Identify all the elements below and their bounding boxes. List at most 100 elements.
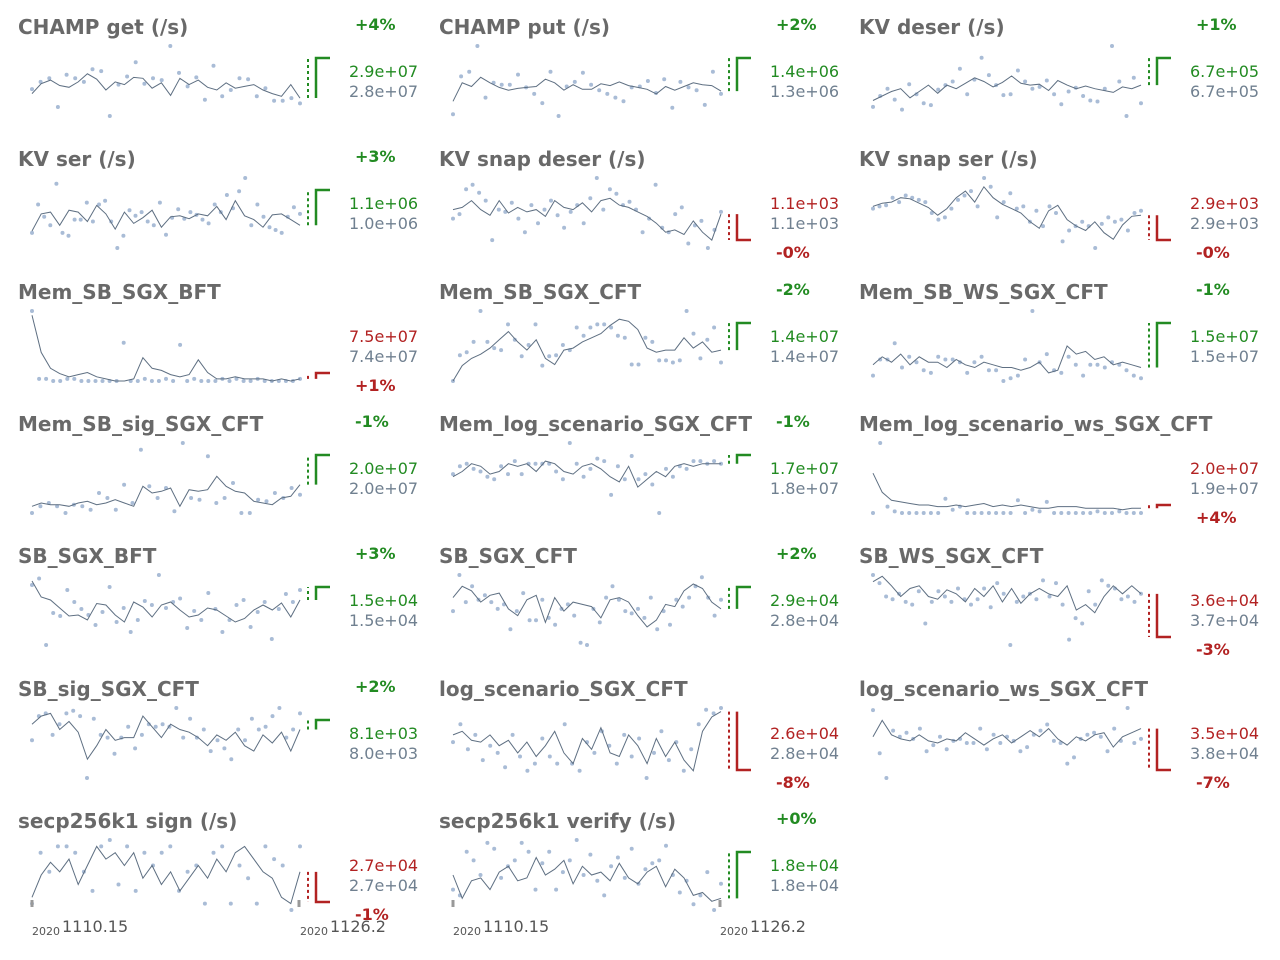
panel-title: KV deser (/s) (859, 15, 1005, 39)
change-percent: -1% (355, 412, 389, 431)
data-point (562, 722, 567, 727)
data-point (885, 86, 890, 91)
data-point (73, 850, 78, 855)
data-point (457, 464, 462, 469)
data-point (687, 595, 692, 600)
data-point (84, 200, 89, 205)
data-point (657, 511, 662, 515)
change-bracket (1155, 215, 1171, 242)
data-point (492, 346, 497, 351)
data-point (50, 732, 55, 737)
data-point (890, 195, 895, 200)
data-point (202, 901, 207, 906)
current-value: 1.1e+03 (770, 194, 839, 213)
data-point (936, 589, 941, 594)
change-bracket (314, 188, 330, 226)
data-point (464, 187, 469, 192)
data-point (1001, 93, 1006, 98)
data-point (533, 322, 538, 327)
data-point (1099, 578, 1104, 583)
data-point (188, 210, 193, 215)
data-point (650, 861, 655, 866)
data-point (595, 878, 600, 883)
data-point (892, 341, 897, 346)
change-bracket (735, 711, 751, 772)
data-point (30, 230, 34, 235)
trend-line (31, 845, 301, 905)
data-point (615, 855, 620, 860)
data-point (574, 325, 579, 330)
data-point (719, 881, 723, 886)
data-point (246, 876, 251, 881)
data-point (181, 735, 186, 740)
data-point (192, 376, 197, 381)
data-point (116, 882, 121, 887)
data-point (699, 575, 704, 580)
data-point (1131, 75, 1136, 80)
data-point (988, 605, 993, 610)
trend-line (31, 199, 301, 232)
data-point (127, 208, 132, 213)
data-point (962, 193, 967, 198)
data-point (719, 209, 723, 214)
data-point (655, 627, 660, 632)
panel-title: SB_sig_SGX_CFT (18, 677, 199, 701)
data-point (1051, 738, 1056, 743)
chart-panel: Mem_SB_SGX_BFT 7.4e+077.5e+07 +1% (18, 280, 418, 395)
data-point (178, 596, 183, 601)
data-point (222, 746, 227, 751)
data-point (291, 205, 296, 210)
data-point (1081, 94, 1086, 98)
data-point (654, 91, 658, 95)
data-point (1044, 78, 1049, 83)
data-point (986, 73, 991, 78)
change-bracket (735, 56, 751, 92)
data-point (153, 724, 158, 729)
data-point (177, 888, 181, 893)
data-point (290, 600, 295, 604)
data-point (1041, 224, 1045, 229)
data-point (698, 356, 703, 361)
data-point (128, 630, 133, 634)
data-point (51, 611, 56, 615)
current-value: 2.6e+04 (770, 724, 839, 743)
trend-line (452, 856, 722, 902)
data-point (99, 69, 104, 74)
data-point (949, 206, 954, 211)
data-point (1125, 228, 1130, 233)
data-point (146, 722, 151, 727)
data-point (622, 335, 627, 340)
data-point (643, 867, 648, 872)
data-point (871, 511, 875, 515)
chart-panel: Mem_SB_sig_SGX_CFT 2.0e+072.0e+07 -1% (18, 412, 418, 515)
data-point (105, 496, 110, 500)
data-point (975, 204, 980, 209)
data-point (643, 472, 648, 477)
data-point (205, 454, 210, 459)
data-point (47, 869, 52, 874)
data-point (554, 353, 559, 358)
data-point (284, 735, 289, 740)
data-point (264, 499, 269, 504)
data-point (1125, 706, 1130, 710)
data-point (602, 322, 607, 327)
data-point (892, 97, 897, 102)
data-point (677, 890, 682, 895)
data-point (458, 722, 463, 727)
data-point (705, 246, 710, 250)
change-bracket (314, 871, 330, 904)
data-point (592, 750, 597, 755)
data-point (73, 76, 78, 81)
x-start-year: 2020 (32, 925, 60, 938)
data-point (86, 379, 91, 383)
data-point (214, 501, 219, 505)
previous-value: 1.4e+07 (770, 347, 839, 366)
data-point (602, 459, 607, 464)
data-point (37, 376, 42, 381)
data-point (48, 223, 53, 228)
data-point (272, 857, 277, 862)
data-point (142, 81, 147, 86)
data-point (172, 509, 177, 514)
data-point (884, 776, 889, 780)
data-point (289, 908, 294, 912)
